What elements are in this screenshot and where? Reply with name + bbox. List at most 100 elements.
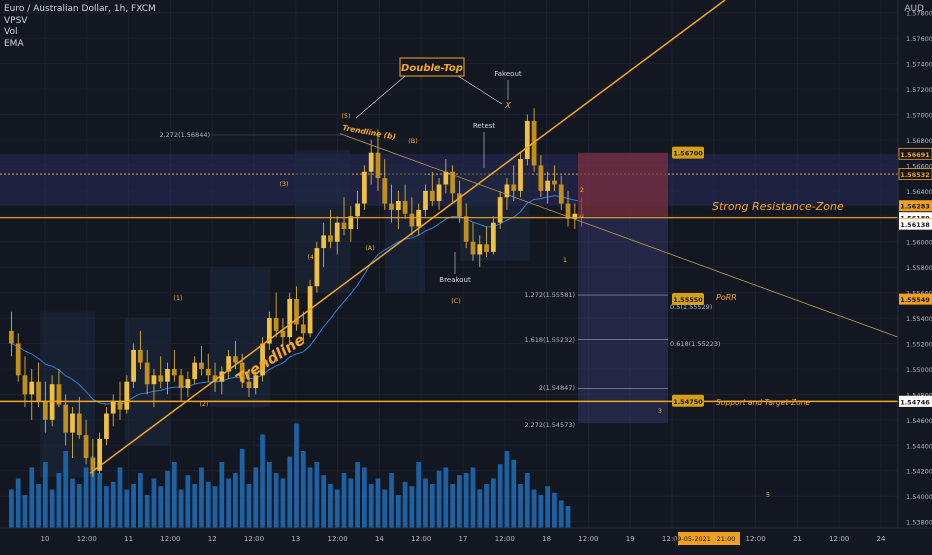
x-tick-label: 14 [375, 535, 384, 543]
candle-body [545, 180, 551, 191]
volume-bar [287, 456, 293, 528]
volume-bar [29, 467, 35, 528]
volume-bar [429, 484, 435, 528]
price-badge [899, 212, 932, 224]
volume-bar [97, 473, 103, 528]
x-tick-label: 12:00 [829, 535, 849, 543]
candle-body [429, 190, 435, 202]
wave-label: (C) [451, 297, 461, 305]
candle-body [22, 375, 28, 395]
volume-bar [457, 475, 462, 528]
volume-bar [463, 473, 469, 528]
y-tick-label: 1.56400 [906, 188, 932, 196]
wave-label: (3) [279, 180, 288, 188]
volume-bar [233, 473, 238, 528]
fib-label: 1.272(1.55581) [524, 291, 575, 299]
y-tick-label: 1.57600 [906, 35, 932, 43]
volume-bar [253, 467, 259, 528]
x-tick-label: 12:00 [662, 535, 682, 543]
x-tick-label: 10 [41, 535, 50, 543]
candle-body [497, 197, 503, 223]
candle-body [165, 368, 170, 382]
candle-body [382, 178, 388, 204]
volume-bar [199, 467, 204, 528]
x-tick-label: 12:00 [495, 535, 515, 543]
volume-bar [545, 486, 551, 528]
price-badge [899, 200, 932, 212]
volume-bar [402, 481, 408, 528]
volume-bar [443, 467, 449, 528]
candle-body [484, 244, 489, 252]
volume-bar [334, 489, 340, 528]
price-badge [898, 147, 932, 160]
date-badge-label: 19-05-2021 [673, 535, 711, 543]
volume-bar [395, 495, 401, 528]
candle-body [287, 298, 293, 338]
wave-label: (5) [341, 112, 350, 120]
candle-body [104, 413, 109, 439]
x-tick-label: 21 [793, 535, 802, 543]
indicator-vol[interactable]: Vol [4, 27, 18, 37]
price-badge-label: 1.56691 [900, 151, 930, 159]
candle-body [450, 171, 456, 194]
volume-bar [300, 451, 306, 528]
candle-body [314, 248, 320, 287]
volume-bar [518, 484, 523, 528]
indicator-vpsv[interactable]: VPSV [4, 15, 28, 26]
candle-body [321, 235, 327, 249]
volume-bar [212, 486, 218, 528]
y-tick-label: 1.54600 [906, 417, 932, 425]
indicator-ema[interactable]: EMA [4, 38, 24, 49]
volume-bar [171, 462, 177, 528]
candle-body [76, 413, 82, 436]
candle-body [389, 203, 394, 210]
x-tick-label: 17 [459, 535, 468, 543]
volume-bar [226, 478, 231, 528]
count-label: 5 [766, 491, 770, 499]
double-top-arrow-left [355, 75, 406, 119]
count-label: 2 [580, 186, 584, 194]
currency-label: AUD [904, 4, 924, 14]
volume-bar [124, 489, 130, 528]
candle-body [348, 216, 354, 230]
candle-body [266, 318, 272, 344]
volume-bar [355, 462, 360, 528]
retest-label: Retest [473, 122, 496, 130]
candle-body [212, 375, 218, 382]
double-top-label: Double-Top [401, 63, 463, 74]
volume-bar [389, 473, 394, 528]
fib-label: 1.618(1.55232) [524, 336, 575, 344]
candle-body [443, 171, 449, 185]
volume-bar [368, 484, 374, 528]
volume-bar [558, 500, 564, 528]
y-tick-label: 1.53800 [906, 519, 932, 527]
price-tag [672, 292, 704, 305]
y-tick-label: 1.55400 [906, 315, 932, 323]
strong-resistance-label: Strong Resistance-Zone [712, 200, 844, 213]
candle-body [395, 201, 401, 210]
candle-body [375, 152, 381, 179]
date-badge-time: 21:00 [717, 535, 736, 543]
projection-box [578, 216, 668, 424]
y-tick-label: 1.54800 [906, 391, 932, 399]
y-tick-label: 1.54000 [906, 493, 932, 501]
volume-bar [490, 478, 496, 528]
x-tick-label: 11 [124, 535, 133, 543]
y-tick-label: 1.55000 [906, 366, 932, 374]
volume-bar [382, 489, 388, 528]
candle-body [144, 362, 150, 385]
volume-bar [104, 486, 109, 528]
y-tick-label: 1.56600 [906, 162, 932, 170]
fib-label: 2(1.54847) [539, 384, 575, 392]
candle-body [477, 244, 483, 255]
candle-body [558, 184, 564, 204]
volume-bar [239, 448, 245, 528]
volume-bar [266, 462, 272, 528]
candle-body [233, 356, 238, 363]
x-tick-label: 12:00 [77, 535, 97, 543]
volume-bar [348, 478, 354, 528]
candle-body [246, 381, 252, 389]
